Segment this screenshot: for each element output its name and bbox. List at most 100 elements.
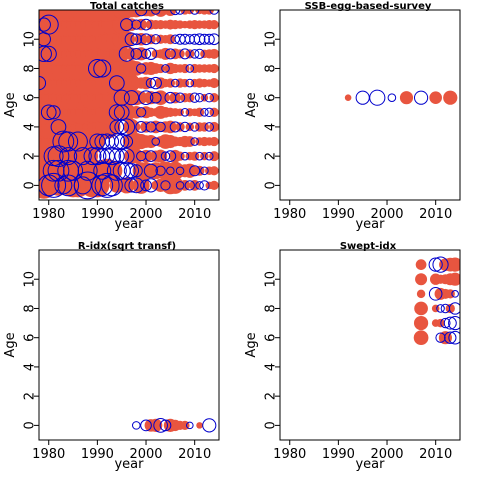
bubble-positive [165,34,176,45]
bubble-positive [149,418,163,432]
bubble-negative [151,10,161,15]
bubble-negative [151,137,161,146]
bubble-negative [414,90,429,105]
bubble-negative [180,108,190,117]
bubble-negative [440,317,451,329]
x-tick-label: 1990 [322,447,355,462]
bubble-negative [129,164,143,178]
y-tick-label: 4 [23,123,38,131]
bubble-negative [170,10,181,16]
y-tick-label: 10 [264,31,279,48]
bubble-negative [40,104,57,121]
x-tick-label: 2000 [129,207,162,222]
bubble-positive [190,151,200,161]
bubble-positive [209,93,219,103]
bubble-positive [445,303,455,314]
bubble-positive [180,78,190,88]
bubble-positive [209,151,219,162]
bubble-negative [143,163,158,178]
y-tick-label: 8 [23,64,38,72]
panel-swept-idx: 1980 1990 2000 2010 0 2 4 6 8 10 year Age Swept-idx [244,241,461,472]
x-tick-label: 2010 [419,207,452,222]
panel-ssb-egg-based-survey: 1980 1990 2000 2010 0 2 4 6 8 10 year Age SSB-egg-ba… [244,1,461,232]
bubble-negative [451,290,459,298]
bubble-negative [179,121,191,133]
bubble-negative [204,122,215,132]
bubble-positive [200,151,209,161]
y-tick-label: 0 [23,421,38,429]
bubble-negative [175,181,185,190]
y-axis-title: Age [244,92,259,117]
plot-frame [38,249,220,441]
bubble-negative [443,316,457,330]
bubble-negative [91,174,114,197]
bubble-negative [94,172,120,198]
bubble-layer [413,256,460,346]
bubble-negative [124,32,139,47]
x-tick-label: 1980 [273,207,306,222]
y-axis-title: Age [3,332,18,357]
bubble-negative [155,121,166,133]
panel-title: Total catches [90,1,164,12]
bubble-negative [73,147,92,166]
bubble-negative [195,181,204,190]
bubble-negative [140,18,152,31]
bubble-negative [46,105,61,120]
x-axis-title: year [114,217,144,232]
y-tick-label: 10 [23,271,38,288]
bubble-negative [40,45,57,62]
bubble-negative [135,121,148,133]
bubble-negative [134,10,148,17]
bubble-negative [199,180,210,191]
bubble-negative [175,10,185,15]
bubble-negative [155,165,166,176]
x-tick-label: 1990 [81,447,114,462]
bubble-positive [414,301,428,316]
bubble-negative [200,108,209,117]
bubble-negative [54,176,73,195]
bubble-negative [194,48,205,59]
panel-total-catches: 1980 1990 2000 2010 0 2 4 6 8 10 year Age Total catc… [3,1,220,232]
bubble-negative [204,151,214,161]
bubble-negative [39,17,51,32]
bubble-negative [149,76,162,90]
y-axis-title: Age [3,92,18,117]
bubble-negative [166,166,175,176]
bubble-negative [428,287,443,301]
bubble-positive [165,78,175,88]
bubble-negative [160,151,171,161]
bubble-positive [113,45,130,62]
bubble-negative [101,174,123,197]
panel-r-idx: 1980 1990 2000 2010 0 2 4 6 8 10 year Age R-idx(sqrt… [3,241,220,472]
bubble-positive [209,166,219,176]
bubble-negative [189,92,200,103]
bubble-negative [63,160,84,181]
bubble-negative [369,89,386,106]
bubble-negative [120,135,134,149]
x-tick-label: 1990 [81,207,114,222]
bubble-negative [170,78,180,88]
bubble-positive [415,259,427,270]
bubble-negative [180,151,190,161]
plot-frame [279,249,461,441]
bubble-positive [200,93,209,102]
x-tick-label: 1980 [32,447,65,462]
bubble-positive [209,63,219,74]
bubble-negative [185,78,195,88]
bubble-negative [448,316,460,331]
bubble-negative [198,33,210,45]
bubble-negative [145,77,157,89]
x-tick-label: 1980 [273,447,306,462]
bubble-negative [140,48,152,59]
y-tick-label: 6 [264,94,279,102]
plot-frame [279,9,461,201]
bubble-positive [118,30,136,48]
y-tick-label: 4 [23,363,38,371]
bubble-positive [209,78,219,89]
bubble-negative [160,180,171,191]
bubble-positive [344,94,352,101]
plot-frame [38,9,220,201]
bubble-negative [184,180,195,191]
bubble-negative [117,161,136,180]
bubble-positive [175,151,185,161]
